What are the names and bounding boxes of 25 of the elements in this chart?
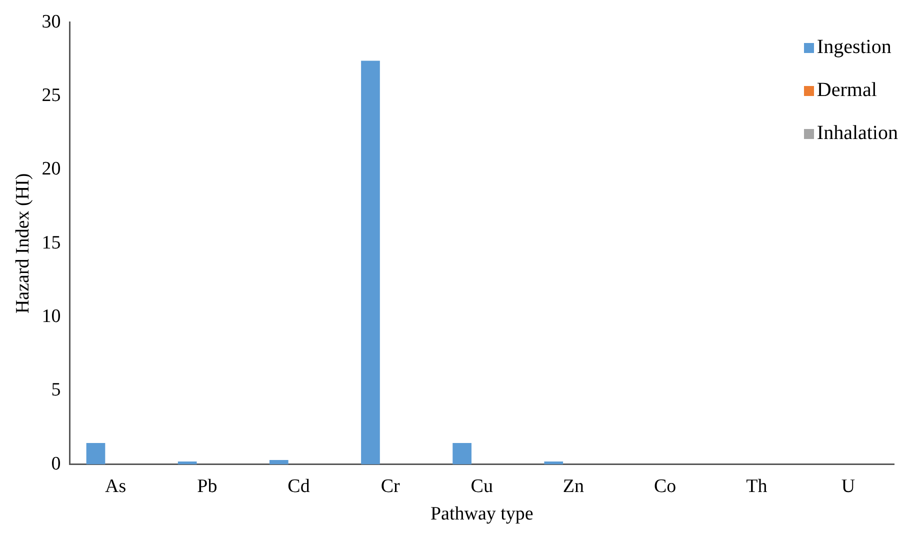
- y-tick-label: 5: [51, 380, 61, 401]
- bar: [361, 60, 380, 464]
- x-tick-label: Cu: [470, 476, 494, 497]
- y-tick-label: 25: [42, 85, 61, 106]
- x-tick-label: Pb: [197, 476, 218, 497]
- bar: [269, 460, 288, 464]
- bar: [86, 443, 106, 464]
- y-tick-label: 10: [42, 306, 61, 328]
- y-tick-label: 0: [51, 453, 61, 474]
- legend-label: Dermal: [816, 78, 877, 103]
- x-tick-label: Cr: [380, 476, 400, 497]
- x-tick-label: Cd: [288, 476, 310, 497]
- x-tick-label: Zn: [562, 476, 585, 497]
- x-tick-label: U: [841, 476, 856, 497]
- legend-label: Ingestion: [816, 35, 892, 60]
- legend-label: Inhalation: [816, 121, 898, 146]
- x-tick-label: As: [105, 476, 126, 497]
- y-tick-label: 30: [42, 11, 61, 32]
- x-tick-label: Co: [654, 476, 676, 497]
- bar: [452, 443, 472, 464]
- y-tick-label: 15: [42, 232, 61, 254]
- y-axis-title: Hazard Index (HI): [12, 173, 34, 314]
- x-tick-label: Th: [746, 476, 768, 497]
- y-tick-label: 20: [42, 158, 61, 180]
- x-axis-title: Pathway type: [430, 504, 534, 525]
